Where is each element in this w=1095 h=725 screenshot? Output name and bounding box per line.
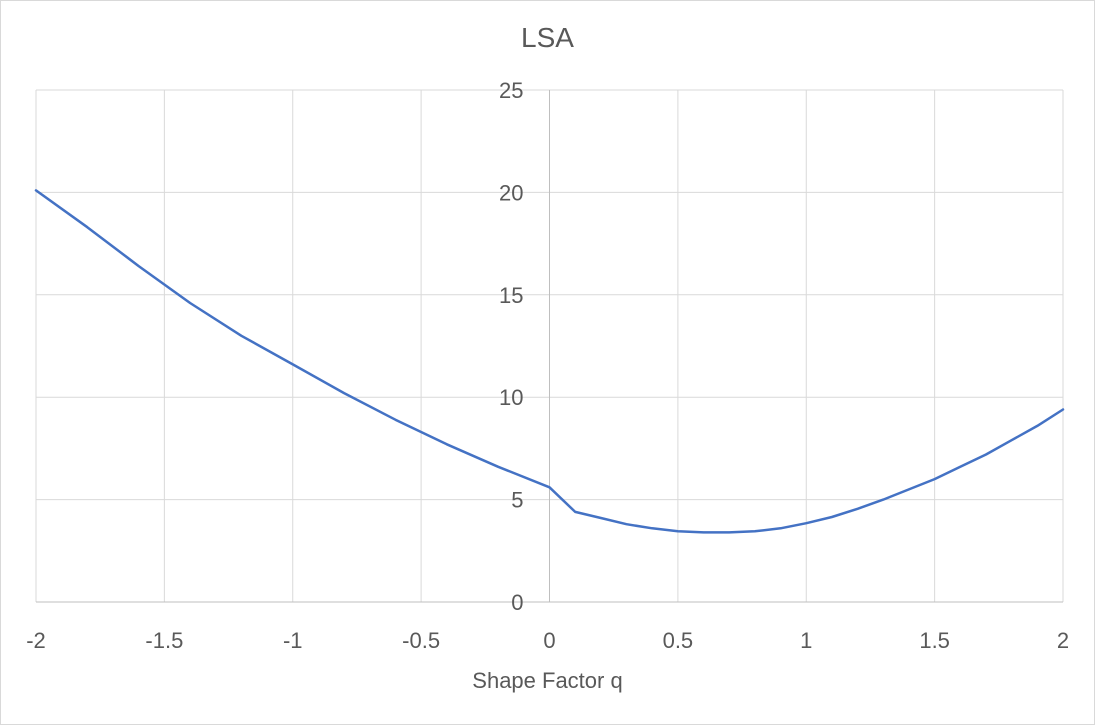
y-tick-label: 10 (499, 385, 523, 410)
x-tick-label: 1.5 (919, 628, 950, 653)
series-line (34, 189, 1065, 534)
x-tick-labels: -2 -1.5 -1 -0.5 0 0.5 1 1.5 2 (26, 628, 1069, 653)
x-tick-label: -1.5 (145, 628, 183, 653)
axes (36, 90, 1063, 603)
x-tick-label: -1 (283, 628, 303, 653)
x-tick-label: -2 (26, 628, 46, 653)
x-tick-label: 1 (800, 628, 812, 653)
y-tick-label: 15 (499, 283, 523, 308)
x-axis-title: Shape Factor q (472, 668, 623, 693)
x-tick-label: 2 (1057, 628, 1069, 653)
x-tick-label: -0.5 (402, 628, 440, 653)
x-tick-label: 0 (543, 628, 555, 653)
y-tick-label: 25 (499, 78, 523, 103)
y-tick-labels: 0 5 10 15 20 25 (499, 78, 523, 615)
series-layer (34, 189, 1065, 534)
y-tick-label: 0 (511, 590, 523, 615)
y-tick-label: 5 (511, 488, 523, 513)
y-tick-label: 20 (499, 180, 523, 205)
chart-title: LSA (521, 22, 574, 53)
x-tick-label: 0.5 (663, 628, 694, 653)
